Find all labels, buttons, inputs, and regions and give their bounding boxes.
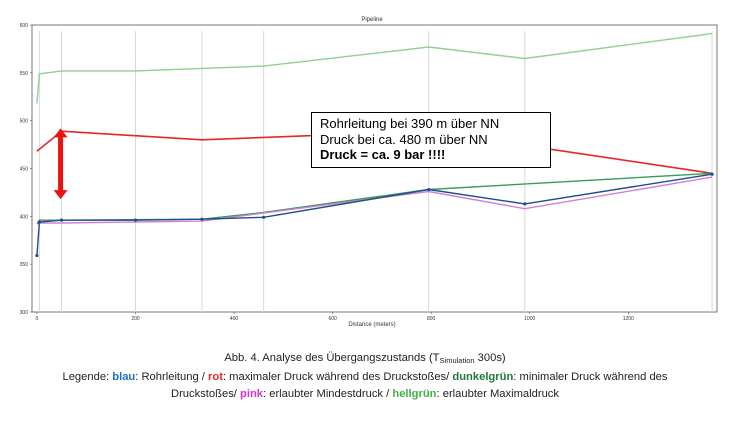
series-line-blau: [36, 173, 713, 256]
y-tick-label: 350: [20, 262, 29, 268]
x-axis-label: Distance (meters): [348, 322, 395, 328]
caption-title-post: 300s): [474, 352, 506, 364]
pipeline-chart: Pipeline 300 350 400 450 500 550 600 0 200 400 60…: [20, 17, 718, 328]
legend-label: Legende:: [62, 371, 110, 383]
series-point-blau: [427, 187, 431, 192]
series-line-hellgruen: [36, 32, 713, 104]
series-point-blau: [523, 202, 527, 206]
legend-dunkelgruen: dunkelgrün: [452, 371, 514, 383]
legend-hellgruen-desc: : erlaubter Maximaldruck: [436, 388, 559, 400]
caption-title-pre: Abb. 4. Analyse des Übergangszustands (T: [224, 352, 440, 364]
annotation-line-1: Rohrleitung bei 390 m über NN: [320, 116, 500, 131]
y-tick-label: 550: [20, 71, 29, 77]
x-tick-label: 1000: [524, 316, 535, 322]
plot-area: [31, 24, 718, 313]
annotation-line-2: Druck bei ca. 480 m über NN: [320, 131, 488, 147]
series-point-blau: [710, 172, 714, 176]
guide-lines: [38, 31, 713, 312]
legend-blau: blau: [112, 371, 136, 383]
series-point-blau: [37, 220, 41, 224]
legend-dunkelgruen-desc: : minimaler Druck während des: [513, 371, 668, 383]
legend-rot-desc: : maximaler Druck während des Druckstoße…: [222, 371, 453, 383]
annotation-line-3: Druck = ca. 9 bar !!!!: [320, 147, 446, 162]
double-arrow-icon: [53, 128, 68, 200]
legend-blau-desc: : Rohrleitung /: [135, 371, 209, 383]
series-point-blau: [133, 218, 138, 222]
y-tick-label: 300: [20, 310, 29, 316]
y-tick-label: 500: [20, 119, 29, 125]
legend-pink: pink: [240, 388, 264, 400]
annotation-box: Rohrleitung bei 390 m über NN Druck bei …: [311, 112, 551, 168]
caption-title: Abb. 4. Analyse des Übergangszustands (T…: [0, 350, 730, 369]
chart-title: Pipeline: [361, 17, 383, 23]
series-point-blau: [35, 253, 39, 258]
caption-legend-line-1: Legende: blau: Rohrleitung / rot: maxima…: [0, 369, 730, 386]
legend-pink-desc: : erlaubter Mindestdruck /: [263, 388, 393, 400]
series-line-pink: [36, 176, 713, 225]
x-tick-label: 0: [36, 316, 39, 322]
x-tick-label: 400: [230, 316, 239, 322]
pressure-arrow: [53, 128, 68, 200]
series-point-blau: [262, 215, 266, 219]
y-tick-label: 400: [20, 214, 29, 220]
series-point-blau: [200, 217, 204, 221]
legend-line3-pre: Druckstoßes/: [171, 388, 241, 400]
y-tick-label: 450: [20, 167, 29, 173]
y-tick-label: 600: [20, 23, 29, 29]
marker-layer: [35, 172, 714, 258]
figure-caption: Abb. 4. Analyse des Übergangszustands (T…: [0, 350, 730, 403]
x-tick-label: 1200: [623, 316, 634, 322]
caption-title-sub: Simulation: [439, 356, 475, 365]
x-tick-label: 200: [131, 316, 140, 322]
x-axis-ticks: 0 200 400 600 800 1000 1200: [36, 312, 634, 322]
legend-hellgruen: hellgrün: [392, 388, 437, 400]
y-axis-ticks: 300 350 400 450 500 550 600: [20, 23, 32, 316]
caption-legend-line-2: Druckstoßes/ pink: erlaubter Mindestdruc…: [0, 386, 730, 403]
series-point-blau: [59, 218, 64, 222]
x-tick-label: 600: [328, 316, 337, 322]
x-tick-label: 800: [427, 316, 436, 322]
legend-rot: rot: [208, 371, 223, 383]
